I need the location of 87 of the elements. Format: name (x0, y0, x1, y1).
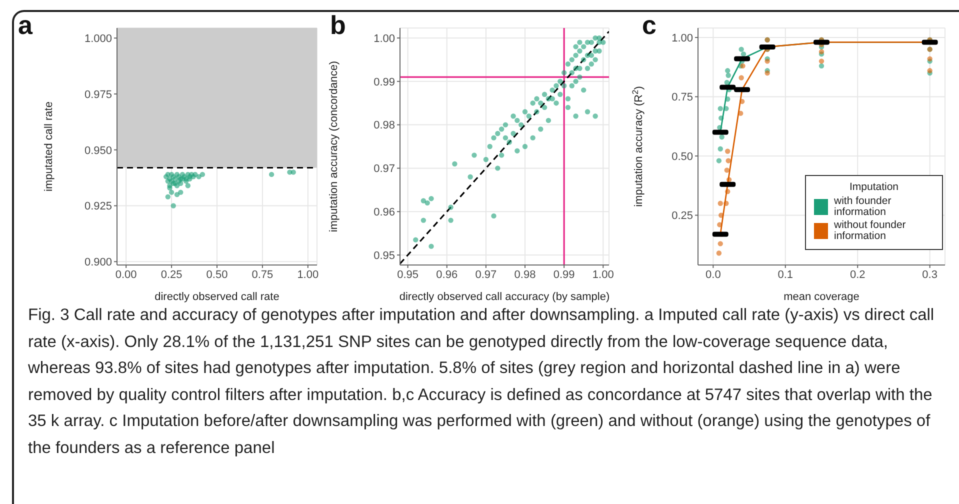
x-axis-title: directly observed call accuracy (by sample) (399, 291, 610, 303)
point (268, 172, 274, 178)
point (738, 75, 744, 80)
x-tick-label: 0.1 (778, 268, 794, 281)
point (718, 200, 723, 206)
point (738, 110, 744, 116)
point (725, 188, 730, 194)
point (726, 158, 731, 164)
y-tick-label: 0.50 (672, 150, 693, 163)
point (187, 176, 192, 182)
point (818, 58, 824, 64)
x-tick-label: 0.75 (252, 268, 274, 281)
y-tick-label: 0.95 (374, 250, 395, 262)
legend-label: without founder information (834, 219, 907, 242)
y-tick-label: 1.00 (374, 32, 395, 45)
chart-title: c (642, 10, 656, 41)
point (718, 115, 724, 121)
y-axis-title: imputation accuracy (concordance) (328, 60, 340, 232)
x-tick-label: 0.2 (850, 268, 866, 281)
point (726, 177, 732, 182)
y-tick-label: 0.925 (84, 200, 112, 213)
x-axis-title: directly observed call rate (154, 291, 280, 303)
point (174, 192, 180, 198)
y-tick-label: 0.97 (374, 163, 395, 176)
point (740, 51, 746, 57)
x-axis-title: mean coverage (784, 291, 860, 303)
x-tick-label: 0.0 (706, 268, 721, 281)
x-tick-label: 0.00 (115, 268, 137, 281)
point (165, 194, 171, 200)
point (718, 146, 723, 152)
point (764, 70, 770, 76)
y-tick-label: 0.25 (672, 210, 693, 222)
point (717, 222, 722, 228)
point (764, 58, 770, 64)
x-tick-label: 0.50 (206, 268, 228, 281)
point (726, 72, 731, 78)
point (178, 190, 184, 195)
x-tick-label: 0.96 (436, 268, 458, 281)
legend-title: Imputation (848, 181, 900, 193)
point (927, 56, 932, 62)
point (174, 183, 180, 188)
y-tick-label: 0.99 (374, 76, 395, 88)
point (725, 96, 730, 102)
point (818, 49, 824, 54)
point (724, 168, 730, 173)
point (168, 190, 174, 195)
point (196, 174, 202, 180)
point (718, 212, 724, 218)
point (738, 46, 744, 52)
x-tick-label: 0.97 (475, 268, 497, 281)
y-tick-label: 0.900 (84, 256, 112, 269)
point (200, 172, 206, 178)
point (719, 134, 724, 140)
point (818, 63, 824, 69)
x-tick-label: 0.98 (514, 268, 536, 281)
point (725, 68, 730, 74)
y-tick-label: 0.98 (374, 120, 395, 132)
point (724, 200, 729, 206)
y-tick-label: 0.975 (84, 88, 112, 101)
x-tick-label: 0.3 (922, 268, 938, 281)
x-tick-label: 0.95 (397, 268, 419, 281)
x-tick-label: 0.25 (160, 268, 182, 281)
y-tick-label: 0.950 (84, 144, 112, 157)
y-tick-label: 1.00 (672, 32, 693, 44)
point (290, 170, 296, 175)
point (724, 106, 729, 112)
point (718, 106, 723, 112)
y-tick-label: 0.75 (672, 92, 693, 104)
x-tick-label: 1.00 (592, 268, 614, 281)
y-axis-title: imputated call rate (43, 102, 55, 192)
point (927, 68, 932, 74)
point (725, 148, 730, 154)
point (716, 158, 722, 164)
point (716, 250, 722, 256)
chart-title: b (330, 10, 346, 41)
caption: Fig. 3 Call rate and accuracy of genotypes after imputation and after downsampling. a Imputed call rate (y-axis) vs direct call rate (x-axis). Only 28.1% of the 1,131,251 SNP sites can be genotyped directly from the low-coverage sequence data, whereas 93.8% of sites had genotypes after imputation. 5.8% of sites (grey region and horizontal dashed line in a) were removed by quality control filters after imputation. b,c Accuracy is defined as concordance at 5747 sites that overlap with the 35 k array. c Imputation before/after downsampling was performed with (green) and without (orange) using the genotypes of the founders as a reference panel (28, 305, 936, 458)
point (717, 124, 722, 130)
y-tick-label: 0.96 (374, 206, 395, 219)
point (185, 183, 191, 188)
point (170, 203, 176, 208)
point (718, 241, 723, 246)
chart-title: a (18, 10, 32, 41)
point (724, 80, 730, 86)
x-tick-label: 0.99 (553, 268, 575, 281)
point (739, 98, 745, 104)
y-tick-label: 1.000 (84, 32, 112, 45)
x-tick-label: 1.00 (297, 268, 319, 281)
